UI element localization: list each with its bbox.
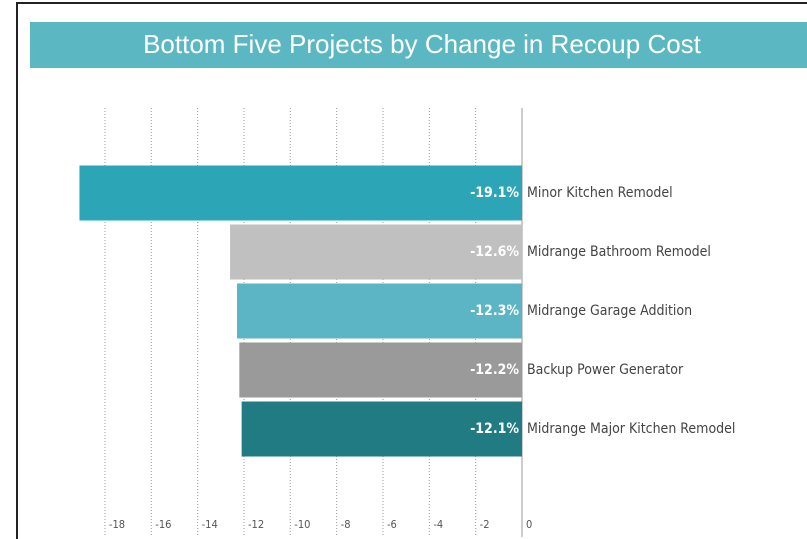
value-label: -12.6% <box>470 244 519 260</box>
x-tick-label: -4 <box>433 518 443 531</box>
bar <box>239 342 523 398</box>
title-banner <box>30 22 807 68</box>
x-tick-label: -16 <box>155 518 171 531</box>
chart-title: Bottom Five Projects by Change in Recoup… <box>143 29 702 59</box>
category-label: Backup Power Generator <box>527 362 684 378</box>
value-label: -12.1% <box>470 421 519 437</box>
x-tick-label: -10 <box>294 518 310 531</box>
bar <box>230 224 523 280</box>
value-label: -12.2% <box>470 362 519 378</box>
x-tick-label: -2 <box>480 518 490 531</box>
category-label: Midrange Major Kitchen Remodel <box>527 421 735 437</box>
value-label: -12.3% <box>470 303 519 319</box>
x-tick-label: -18 <box>109 518 125 531</box>
bar <box>237 283 522 339</box>
value-label: -19.1% <box>470 185 519 201</box>
bar <box>79 165 522 221</box>
x-tick-label: 0 <box>526 518 532 531</box>
category-label: Midrange Bathroom Remodel <box>527 244 711 260</box>
x-tick-label: -14 <box>202 518 218 531</box>
category-label: Minor Kitchen Remodel <box>527 185 673 201</box>
x-tick-label: -8 <box>341 518 351 531</box>
x-tick-label: -6 <box>387 518 397 531</box>
x-tick-label: -12 <box>248 518 264 531</box>
bar <box>241 401 522 457</box>
category-label: Midrange Garage Addition <box>527 303 692 319</box>
